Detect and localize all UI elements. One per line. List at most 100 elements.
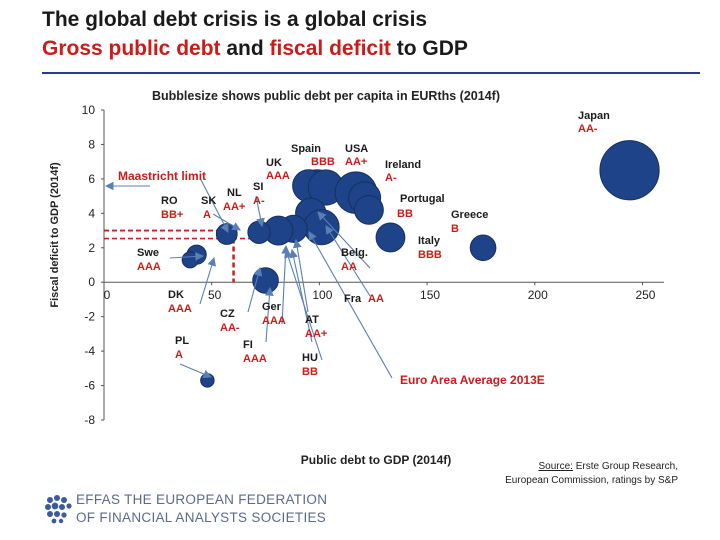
x-axis-title: Public debt to GDP (2014f) bbox=[301, 453, 451, 467]
bubble-point bbox=[247, 220, 271, 244]
country-label: SK bbox=[201, 195, 216, 207]
rating-label: AAA bbox=[137, 261, 161, 273]
bubble-point bbox=[181, 251, 199, 269]
bubble-point bbox=[354, 194, 384, 225]
y-tick-label: 6 bbox=[88, 172, 95, 186]
effas-logo-icon bbox=[45, 495, 72, 524]
rating-label: BB bbox=[397, 208, 413, 220]
country-label: Italy bbox=[418, 235, 441, 247]
subtitle-gdp: to GDP bbox=[390, 37, 468, 60]
country-label: Greece bbox=[451, 209, 488, 221]
country-label: DK bbox=[168, 289, 184, 301]
rating-label: AA+ bbox=[305, 328, 327, 340]
y-tick-label: -4 bbox=[84, 344, 95, 358]
country-label: Fra bbox=[344, 293, 362, 305]
effas-wordmark: EFFAS THE EUROPEAN FEDERATION OF FINANCI… bbox=[76, 491, 327, 527]
x-tick-label: 200 bbox=[528, 288, 548, 302]
country-label: Swe bbox=[137, 247, 159, 259]
y-tick-label: 8 bbox=[88, 137, 95, 151]
connector-arrow bbox=[179, 363, 213, 379]
x-tick-label: 250 bbox=[635, 288, 655, 302]
effas-line2: OF FINANCIAL ANALYSTS SOCIETIES bbox=[76, 510, 327, 525]
rating-label: AA+ bbox=[223, 201, 245, 213]
chart-title: Bubblesize shows public debt per capita … bbox=[152, 89, 500, 103]
connector-arrow bbox=[199, 256, 216, 305]
rating-label: AAA bbox=[243, 353, 267, 365]
y-tick-label: 4 bbox=[88, 206, 95, 220]
subtitle-deficit: fiscal deficit bbox=[269, 37, 391, 60]
connector-arrow bbox=[325, 225, 371, 297]
y-axis-title: Fiscal deficit to GDP (2014f) bbox=[49, 162, 61, 308]
rating-label: BB bbox=[302, 366, 318, 378]
connector-arrow bbox=[292, 238, 309, 313]
x-tick-label: 50 bbox=[208, 288, 222, 302]
bubble-point bbox=[375, 222, 406, 253]
rating-label: B bbox=[451, 223, 459, 235]
subtitle-debt: Gross public debt bbox=[42, 37, 221, 60]
country-label: Ger bbox=[262, 301, 282, 313]
connector-arrow bbox=[317, 211, 371, 269]
rating-label: A- bbox=[385, 172, 397, 184]
country-label: AT bbox=[305, 314, 319, 326]
rating-label: AAA bbox=[168, 303, 192, 315]
x-tick-label: 0 bbox=[104, 288, 111, 302]
x-tick-label: 150 bbox=[420, 288, 440, 302]
slide-subtitle: Gross public debt and fiscal deficit to … bbox=[42, 37, 468, 61]
country-label: Portugal bbox=[400, 193, 445, 205]
y-tick-label: 0 bbox=[88, 275, 95, 289]
rating-label: BB+ bbox=[161, 209, 183, 221]
subtitle-and: and bbox=[220, 37, 270, 60]
country-label: SI bbox=[253, 181, 263, 193]
rating-label: AA- bbox=[220, 322, 240, 334]
title-rule bbox=[42, 72, 700, 74]
country-label: Ireland bbox=[385, 159, 421, 171]
source-line1: Erste Group Research, bbox=[572, 461, 678, 472]
y-tick-label: -6 bbox=[84, 379, 95, 393]
connector-arrow bbox=[199, 177, 229, 233]
slide-title: The global debt crisis is a global crisi… bbox=[42, 8, 428, 31]
rating-label: AA- bbox=[578, 123, 598, 135]
country-label: Belg. bbox=[341, 247, 368, 259]
rating-label: AA bbox=[341, 261, 357, 273]
country-label: NL bbox=[227, 187, 242, 199]
connector-arrow bbox=[281, 244, 290, 325]
rating-label: AA bbox=[368, 293, 384, 305]
connector-arrow bbox=[289, 248, 313, 343]
country-label: USA bbox=[345, 143, 368, 155]
connector-arrow bbox=[265, 286, 274, 343]
country-label: RO bbox=[161, 195, 178, 207]
country-label: Japan bbox=[578, 110, 610, 122]
bubble-point bbox=[469, 234, 497, 262]
x-tick-label: 100 bbox=[312, 288, 332, 302]
country-label: Spain bbox=[291, 143, 321, 155]
connector-arrow bbox=[255, 195, 265, 228]
rating-label: A bbox=[175, 349, 183, 361]
country-label: FI bbox=[243, 339, 253, 351]
rating-label: A- bbox=[253, 195, 265, 207]
rating-label: AAA bbox=[266, 170, 290, 182]
rating-label: AA+ bbox=[345, 156, 367, 168]
rating-label: BBB bbox=[311, 156, 335, 168]
connector-arrow bbox=[212, 213, 241, 231]
effas-line1: EFFAS THE EUROPEAN FEDERATION bbox=[76, 492, 328, 507]
source-label: Source: bbox=[538, 461, 573, 472]
maastricht-label: Maastricht limit bbox=[118, 169, 206, 183]
y-tick-label: 2 bbox=[88, 241, 95, 255]
connector-arrow bbox=[308, 231, 393, 379]
bubble-point bbox=[599, 140, 660, 201]
country-label: PL bbox=[175, 335, 189, 347]
connector-arrow bbox=[247, 266, 263, 313]
euro-area-average-label: Euro Area Average 2013E bbox=[400, 373, 545, 387]
source-note: Source: Erste Group Research, European C… bbox=[505, 460, 678, 488]
rating-label: BBB bbox=[418, 249, 442, 261]
rating-label: A bbox=[203, 209, 211, 221]
y-tick-label: 10 bbox=[82, 103, 96, 117]
country-label: UK bbox=[266, 157, 282, 169]
country-label: CZ bbox=[220, 308, 235, 320]
country-label: HU bbox=[302, 352, 318, 364]
rating-label: AAA bbox=[262, 315, 286, 327]
connector-arrow bbox=[284, 248, 323, 361]
source-line2: European Commission, ratings by S&P bbox=[505, 475, 678, 486]
connector-arrow bbox=[169, 252, 205, 261]
